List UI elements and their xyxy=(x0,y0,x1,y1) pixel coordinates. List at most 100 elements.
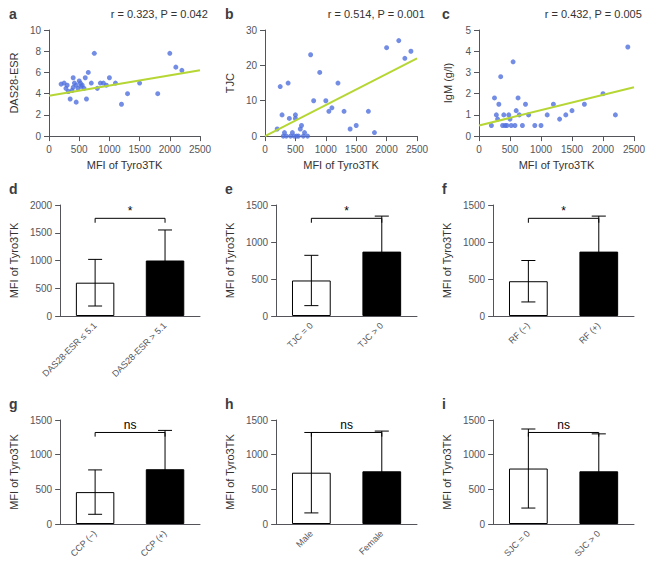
svg-text:f: f xyxy=(442,181,447,197)
svg-text:1000: 1000 xyxy=(463,449,486,460)
svg-text:0: 0 xyxy=(47,311,53,322)
svg-text:0: 0 xyxy=(465,131,471,142)
svg-text:MFI of Tyro3TK: MFI of Tyro3TK xyxy=(441,434,453,510)
svg-text:b: b xyxy=(225,6,234,22)
svg-text:500: 500 xyxy=(287,144,304,155)
svg-text:d: d xyxy=(9,181,18,197)
svg-text:ns: ns xyxy=(557,418,570,432)
svg-text:1000: 1000 xyxy=(246,237,269,248)
svg-text:0: 0 xyxy=(480,519,486,530)
svg-text:0: 0 xyxy=(480,311,486,322)
svg-text:SJC > 0: SJC > 0 xyxy=(572,528,602,558)
svg-text:DAS28-ESR > 5.1: DAS28-ESR > 5.1 xyxy=(110,320,168,378)
svg-text:1500: 1500 xyxy=(246,200,269,211)
svg-text:500: 500 xyxy=(251,274,268,285)
svg-text:TJC = 0: TJC = 0 xyxy=(285,320,314,349)
svg-text:0: 0 xyxy=(251,131,257,142)
svg-text:MFI of Tyro3TK: MFI of Tyro3TK xyxy=(8,434,20,510)
svg-text:RF (+): RF (+) xyxy=(577,320,602,345)
svg-text:g: g xyxy=(9,396,18,412)
svg-text:1000: 1000 xyxy=(315,144,338,155)
svg-text:1000: 1000 xyxy=(530,144,553,155)
svg-text:10: 10 xyxy=(246,95,258,106)
svg-text:1000: 1000 xyxy=(246,449,269,460)
svg-text:*: * xyxy=(344,204,349,218)
svg-text:1500: 1500 xyxy=(30,415,53,426)
svg-text:8: 8 xyxy=(35,46,41,57)
svg-text:2000: 2000 xyxy=(159,144,182,155)
svg-text:30: 30 xyxy=(246,25,258,36)
svg-text:CCP (−): CCP (−) xyxy=(69,528,99,558)
svg-text:0: 0 xyxy=(47,519,53,530)
svg-text:500: 500 xyxy=(35,283,52,294)
svg-text:1500: 1500 xyxy=(561,144,584,155)
svg-text:MFI of Tyro3TK: MFI of Tyro3TK xyxy=(87,159,163,171)
svg-text:2500: 2500 xyxy=(406,144,429,155)
svg-text:2000: 2000 xyxy=(30,200,53,211)
svg-text:MFI of Tyro3TK: MFI of Tyro3TK xyxy=(8,222,20,298)
svg-text:Female: Female xyxy=(357,528,385,556)
svg-text:1500: 1500 xyxy=(463,415,486,426)
svg-text:MFI of Tyro3TK: MFI of Tyro3TK xyxy=(303,159,379,171)
svg-text:1000: 1000 xyxy=(30,449,53,460)
svg-text:MFI of Tyro3TK: MFI of Tyro3TK xyxy=(519,159,595,171)
svg-text:500: 500 xyxy=(468,274,485,285)
svg-text:4: 4 xyxy=(465,46,471,57)
svg-text:2500: 2500 xyxy=(623,144,646,155)
svg-text:500: 500 xyxy=(251,484,268,495)
svg-text:1500: 1500 xyxy=(345,144,368,155)
svg-text:1: 1 xyxy=(465,109,471,120)
svg-text:SJC = 0: SJC = 0 xyxy=(502,528,532,558)
svg-text:2000: 2000 xyxy=(375,144,398,155)
svg-text:0: 0 xyxy=(263,311,269,322)
svg-text:500: 500 xyxy=(71,144,88,155)
svg-text:TJC > 0: TJC > 0 xyxy=(356,320,385,349)
svg-text:2000: 2000 xyxy=(592,144,615,155)
svg-text:a: a xyxy=(9,6,17,22)
svg-text:0: 0 xyxy=(46,144,52,155)
svg-text:500: 500 xyxy=(468,484,485,495)
svg-text:20: 20 xyxy=(246,60,258,71)
svg-text:CCP (+): CCP (+) xyxy=(138,528,168,558)
svg-text:3: 3 xyxy=(465,67,471,78)
svg-text:1500: 1500 xyxy=(30,227,53,238)
svg-text:500: 500 xyxy=(502,144,519,155)
svg-text:DAS28-ESR ≤ 5.1: DAS28-ESR ≤ 5.1 xyxy=(40,320,98,378)
svg-text:MFI of Tyro3TK: MFI of Tyro3TK xyxy=(224,222,236,298)
svg-text:ns: ns xyxy=(124,418,137,432)
svg-text:MFI of Tyro3TK: MFI of Tyro3TK xyxy=(224,434,236,510)
svg-text:ns: ns xyxy=(340,418,353,432)
svg-text:*: * xyxy=(561,204,566,218)
svg-text:1500: 1500 xyxy=(128,144,151,155)
svg-text:r = 0.432, P = 0.005: r = 0.432, P = 0.005 xyxy=(545,8,642,20)
svg-text:e: e xyxy=(225,181,233,197)
svg-text:c: c xyxy=(442,6,450,22)
svg-text:DAS28-ESR: DAS28-ESR xyxy=(8,52,20,113)
svg-text:500: 500 xyxy=(35,484,52,495)
svg-text:TJC: TJC xyxy=(224,73,236,93)
svg-text:0: 0 xyxy=(35,131,41,142)
svg-text:1000: 1000 xyxy=(98,144,121,155)
svg-text:2: 2 xyxy=(465,88,471,99)
svg-text:RF (−): RF (−) xyxy=(507,320,532,345)
svg-text:6: 6 xyxy=(35,67,41,78)
svg-text:1000: 1000 xyxy=(30,255,53,266)
svg-text:*: * xyxy=(128,204,133,218)
svg-text:5: 5 xyxy=(465,25,471,36)
svg-text:MFI of Tyro3TK: MFI of Tyro3TK xyxy=(441,222,453,298)
svg-text:IgM (g/l): IgM (g/l) xyxy=(442,63,454,103)
svg-text:4: 4 xyxy=(35,88,41,99)
svg-text:10: 10 xyxy=(30,25,42,36)
svg-text:r = 0.323, P = 0.042: r = 0.323, P = 0.042 xyxy=(111,8,208,20)
svg-text:Male: Male xyxy=(294,528,315,549)
svg-text:1000: 1000 xyxy=(463,237,486,248)
svg-text:h: h xyxy=(225,396,234,412)
svg-text:2: 2 xyxy=(35,109,41,120)
svg-text:2500: 2500 xyxy=(189,144,212,155)
svg-text:r = 0.514, P = 0.001: r = 0.514, P = 0.001 xyxy=(328,8,425,20)
svg-text:1500: 1500 xyxy=(246,415,269,426)
svg-text:1500: 1500 xyxy=(463,200,486,211)
svg-text:0: 0 xyxy=(476,144,482,155)
svg-text:i: i xyxy=(442,396,446,412)
svg-text:0: 0 xyxy=(262,144,268,155)
